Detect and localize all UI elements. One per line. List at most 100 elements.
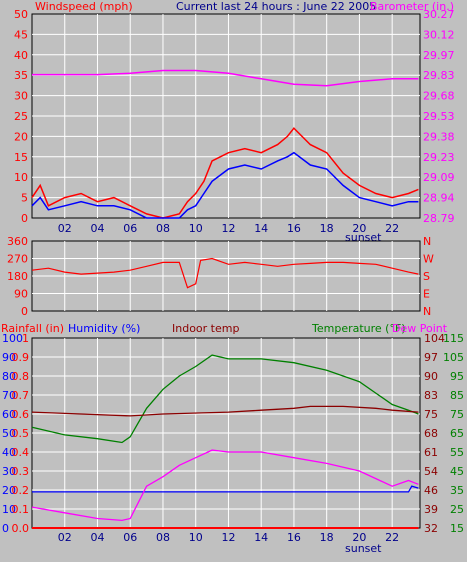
x-tick-16: 16 [287,531,301,544]
baro-y-tick: 30.12 [423,28,455,41]
humidity-y-tick: 90 [2,351,16,364]
indoor-y-tick: 54 [424,465,438,478]
baro-y-tick: 29.68 [423,90,455,103]
wind-y-tick: 0 [21,212,28,225]
windspeed-ticks: 0 5 10 15 20 25 30 35 40 45 50 [14,8,28,225]
wind-y-tick: 20 [14,130,28,143]
x-tick-22: 22 [385,222,399,235]
rainfall-y-tick: 1 [22,332,29,345]
wind-gridlines [32,14,420,218]
x-tick-08: 08 [156,531,170,544]
dir-y-tick: 270 [7,253,28,266]
temp-panel-ticks: 0 10 20 30 40 50 60 70 80 90 100 0.0 0.1 0.2 0.3 0.4 0.5… [2,332,464,535]
indoor-y-tick: 97 [424,351,438,364]
baro-y-tick: 30.27 [423,8,455,21]
series-barometer [32,69,419,87]
rainfall-legend: Rainfall (in) [1,322,64,335]
barometer-axis-title: Barometer (in.) [370,0,454,13]
indoor-y-tick: 68 [424,427,438,440]
rainfall-y-tick: 0.4 [12,446,30,459]
temperature-y-tick: 85 [450,389,464,402]
x-tick-02: 02 [58,531,72,544]
wind-x-ticks: 02 04 06 08 10 12 14 16 18 20 22 [58,222,399,235]
dir-y-tick: 360 [7,235,28,248]
indoor-y-tick: 39 [424,503,438,516]
humidity-y-tick: 100 [2,332,23,345]
x-tick-12: 12 [221,531,235,544]
indoor-y-tick: 104 [424,332,445,345]
rainfall-y-tick: 0.5 [12,427,30,440]
humidity-y-tick: 60 [2,408,16,421]
series-wind-avg [31,151,419,219]
rainfall-y-tick: 0.8 [12,370,30,383]
compass-tick: N [423,235,431,248]
x-tick-14: 14 [254,222,268,235]
baro-y-tick: 29.97 [423,49,455,62]
temperature-y-tick: 105 [443,351,464,364]
sunset-label-bottom: sunset [345,542,382,555]
temperature-y-tick: 95 [450,370,464,383]
x-tick-06: 06 [123,531,137,544]
windspeed-axis-title: Windspeed (mph) [35,0,133,13]
x-tick-02: 02 [58,222,72,235]
humidity-y-tick: 40 [2,446,16,459]
temp-series [31,354,419,529]
indoor-y-tick: 83 [424,389,438,402]
compass-tick: W [423,253,434,266]
indoor-y-tick: 61 [424,446,438,459]
wind-y-tick: 25 [14,110,28,123]
indoor-temp-legend: Indoor temp [172,322,239,335]
series-humidity- [32,485,419,493]
wind-y-tick: 10 [14,171,28,184]
baro-y-tick: 28.94 [423,192,455,205]
temperature-y-tick: 55 [450,446,464,459]
direction-ticks: 0 90 180 270 360 [7,235,28,318]
rainfall-y-tick: 0.9 [12,351,30,364]
temperature-y-tick: 45 [450,465,464,478]
indoor-y-tick: 32 [424,522,438,535]
wind-y-tick: 50 [14,8,28,21]
humidity-y-tick: 10 [2,503,16,516]
series-wind-direction [31,257,419,289]
x-tick-04: 04 [90,531,104,544]
temperature-y-tick: 75 [450,408,464,421]
indoor-y-tick: 46 [424,484,438,497]
wind-series [31,69,419,219]
wind-y-tick: 15 [14,151,28,164]
temp-x-ticks: 02 04 06 08 10 12 14 16 18 20 22 [58,531,399,544]
series-indoor-temp [31,405,419,417]
temperature-y-tick: 35 [450,484,464,497]
x-tick-12: 12 [221,222,235,235]
direction-gridlines [32,241,420,311]
baro-y-tick: 29.53 [423,110,455,123]
indoor-y-tick: 90 [424,370,438,383]
x-tick-04: 04 [90,222,104,235]
barometer-ticks: 28.79 28.94 29.09 29.23 29.38 29.53 29.68 29.83… [423,8,455,225]
x-tick-14: 14 [254,531,268,544]
x-tick-10: 10 [189,531,203,544]
humidity-y-tick: 20 [2,484,16,497]
x-tick-08: 08 [156,222,170,235]
baro-y-tick: 28.79 [423,212,455,225]
x-tick-10: 10 [189,222,203,235]
temperature-y-tick: 65 [450,427,464,440]
rainfall-y-tick: 0.0 [12,522,30,535]
x-tick-20: 20 [352,531,366,544]
direction-series [31,257,419,289]
temp-gridlines [32,338,420,528]
wind-y-tick: 5 [21,192,28,205]
rainfall-y-tick: 0.1 [12,503,30,516]
rainfall-y-tick: 0.3 [12,465,30,478]
dir-y-tick: 0 [21,305,28,318]
rainfall-y-tick: 0.7 [12,389,30,402]
humidity-y-tick: 50 [2,427,16,440]
baro-y-tick: 29.38 [423,130,455,143]
temperature-y-tick: 25 [450,503,464,516]
baro-y-tick: 29.23 [423,151,455,164]
wind-y-tick: 30 [14,90,28,103]
series-dew-point [31,449,419,522]
x-tick-16: 16 [287,222,301,235]
